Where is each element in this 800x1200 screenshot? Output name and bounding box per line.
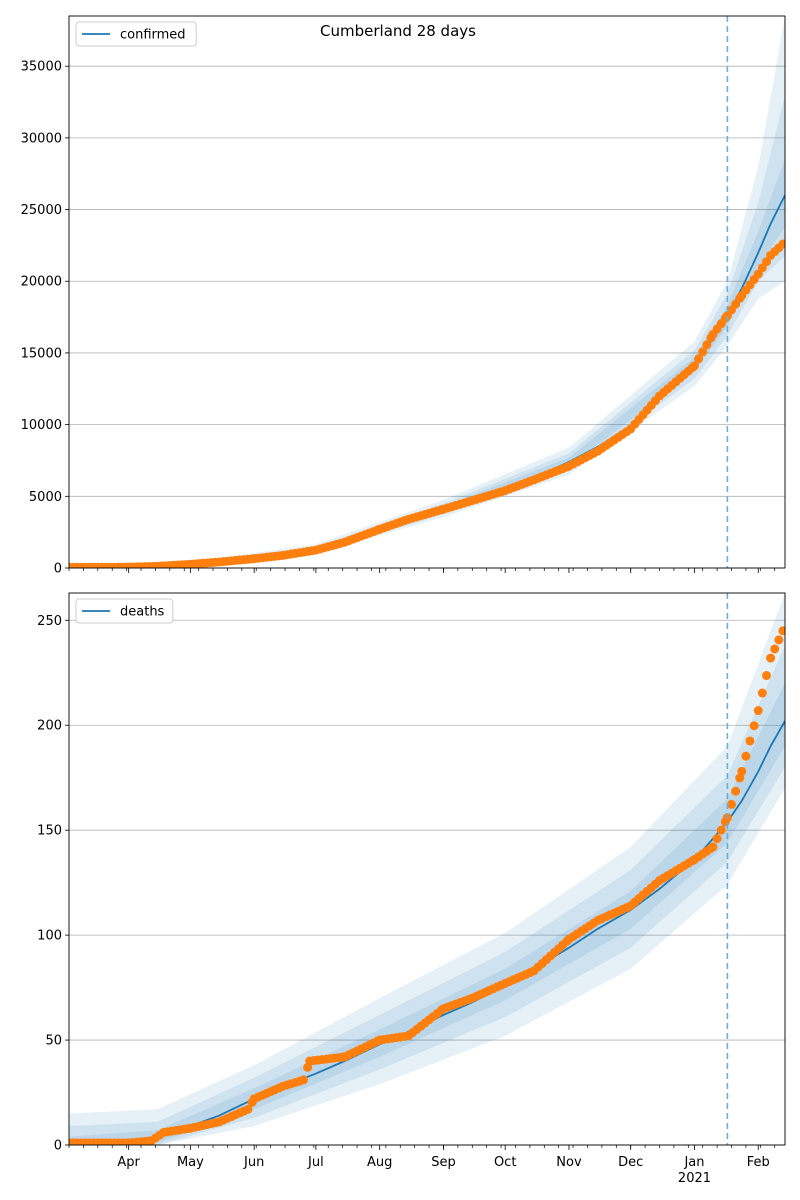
plot-area	[69, 593, 785, 1145]
uncertainty-band	[69, 645, 785, 1145]
observed-point	[749, 721, 759, 731]
observed-point	[708, 842, 718, 852]
observed-point	[712, 834, 722, 844]
y-tick-label: 0	[54, 562, 62, 577]
observed-point	[757, 688, 767, 698]
uncertainty-band	[69, 94, 785, 568]
observed-point	[694, 354, 704, 364]
panel-deaths: 0 50 100 150 200 250 deaths Apr May Jun Jul Aug Sep O…	[37, 592, 786, 1186]
observed-point	[737, 766, 747, 776]
observed-point	[243, 1104, 253, 1114]
observed-point	[741, 751, 751, 761]
observed-point	[774, 635, 784, 645]
legend-label: deaths	[120, 605, 165, 620]
observed-point	[299, 1075, 309, 1085]
observed-point	[766, 653, 776, 663]
y-tick-label: 200	[37, 719, 62, 734]
observed-point	[753, 706, 763, 716]
chart-title: Cumberland 28 days	[320, 22, 476, 40]
y-tick-label: 25000	[21, 203, 62, 218]
y-tick-label: 100	[37, 929, 62, 944]
y-tick-label: 5000	[29, 490, 62, 505]
y-tick-label: 10000	[21, 418, 62, 433]
observed-point	[745, 736, 755, 746]
observed-point	[778, 626, 785, 636]
x-tick-label: Feb	[747, 1155, 770, 1170]
y-tick-label: 0	[54, 1139, 62, 1154]
observed-point	[702, 340, 712, 350]
x-tick-label: Dec	[618, 1155, 643, 1170]
observed-point	[761, 671, 771, 681]
observed-point	[731, 786, 741, 796]
legend-label: confirmed	[120, 28, 186, 43]
observed-point	[778, 239, 785, 249]
legend-box	[75, 21, 197, 47]
x-tick-label: Apr	[117, 1155, 140, 1170]
uncertainty-band	[69, 593, 785, 1145]
x-tick-label: Oct	[494, 1155, 516, 1170]
y-tick-label: 30000	[21, 131, 62, 146]
uncertainty-band	[69, 16, 785, 568]
x-tick-label: Jul	[307, 1155, 324, 1170]
observed-point	[770, 644, 780, 654]
x-tick-label: Jun	[243, 1155, 264, 1170]
observed-point	[727, 799, 737, 809]
axes-frame	[68, 15, 786, 569]
x-tick-label: Nov	[556, 1155, 582, 1170]
observed-point	[716, 825, 726, 835]
y-tick-label: 20000	[21, 275, 62, 290]
y-tick-label: 250	[37, 614, 62, 629]
x-tick-label: Aug	[367, 1155, 392, 1170]
legend: deaths	[75, 598, 174, 624]
y-tick-label: 15000	[21, 346, 62, 361]
observed-point	[698, 347, 708, 357]
y-tick-label: 150	[37, 824, 62, 839]
x-year-label: 2021	[678, 1171, 711, 1186]
x-tick-label: May	[177, 1155, 204, 1170]
x-tick-label: Sep	[431, 1155, 456, 1170]
y-tick-label: 50	[45, 1034, 62, 1049]
legend-box	[75, 598, 174, 624]
model-line	[69, 720, 785, 1145]
observed-point	[689, 361, 699, 371]
x-tick-label: Jan	[683, 1155, 704, 1170]
axes-frame	[68, 592, 786, 1146]
plot-area	[69, 16, 785, 568]
uncertainty-band	[69, 683, 785, 1145]
panel-confirmed: 0 5000 10000 15000 20000 25000 30000 35000 confi…	[21, 15, 786, 577]
legend: confirmed	[75, 21, 197, 47]
y-tick-label: 35000	[21, 60, 62, 75]
